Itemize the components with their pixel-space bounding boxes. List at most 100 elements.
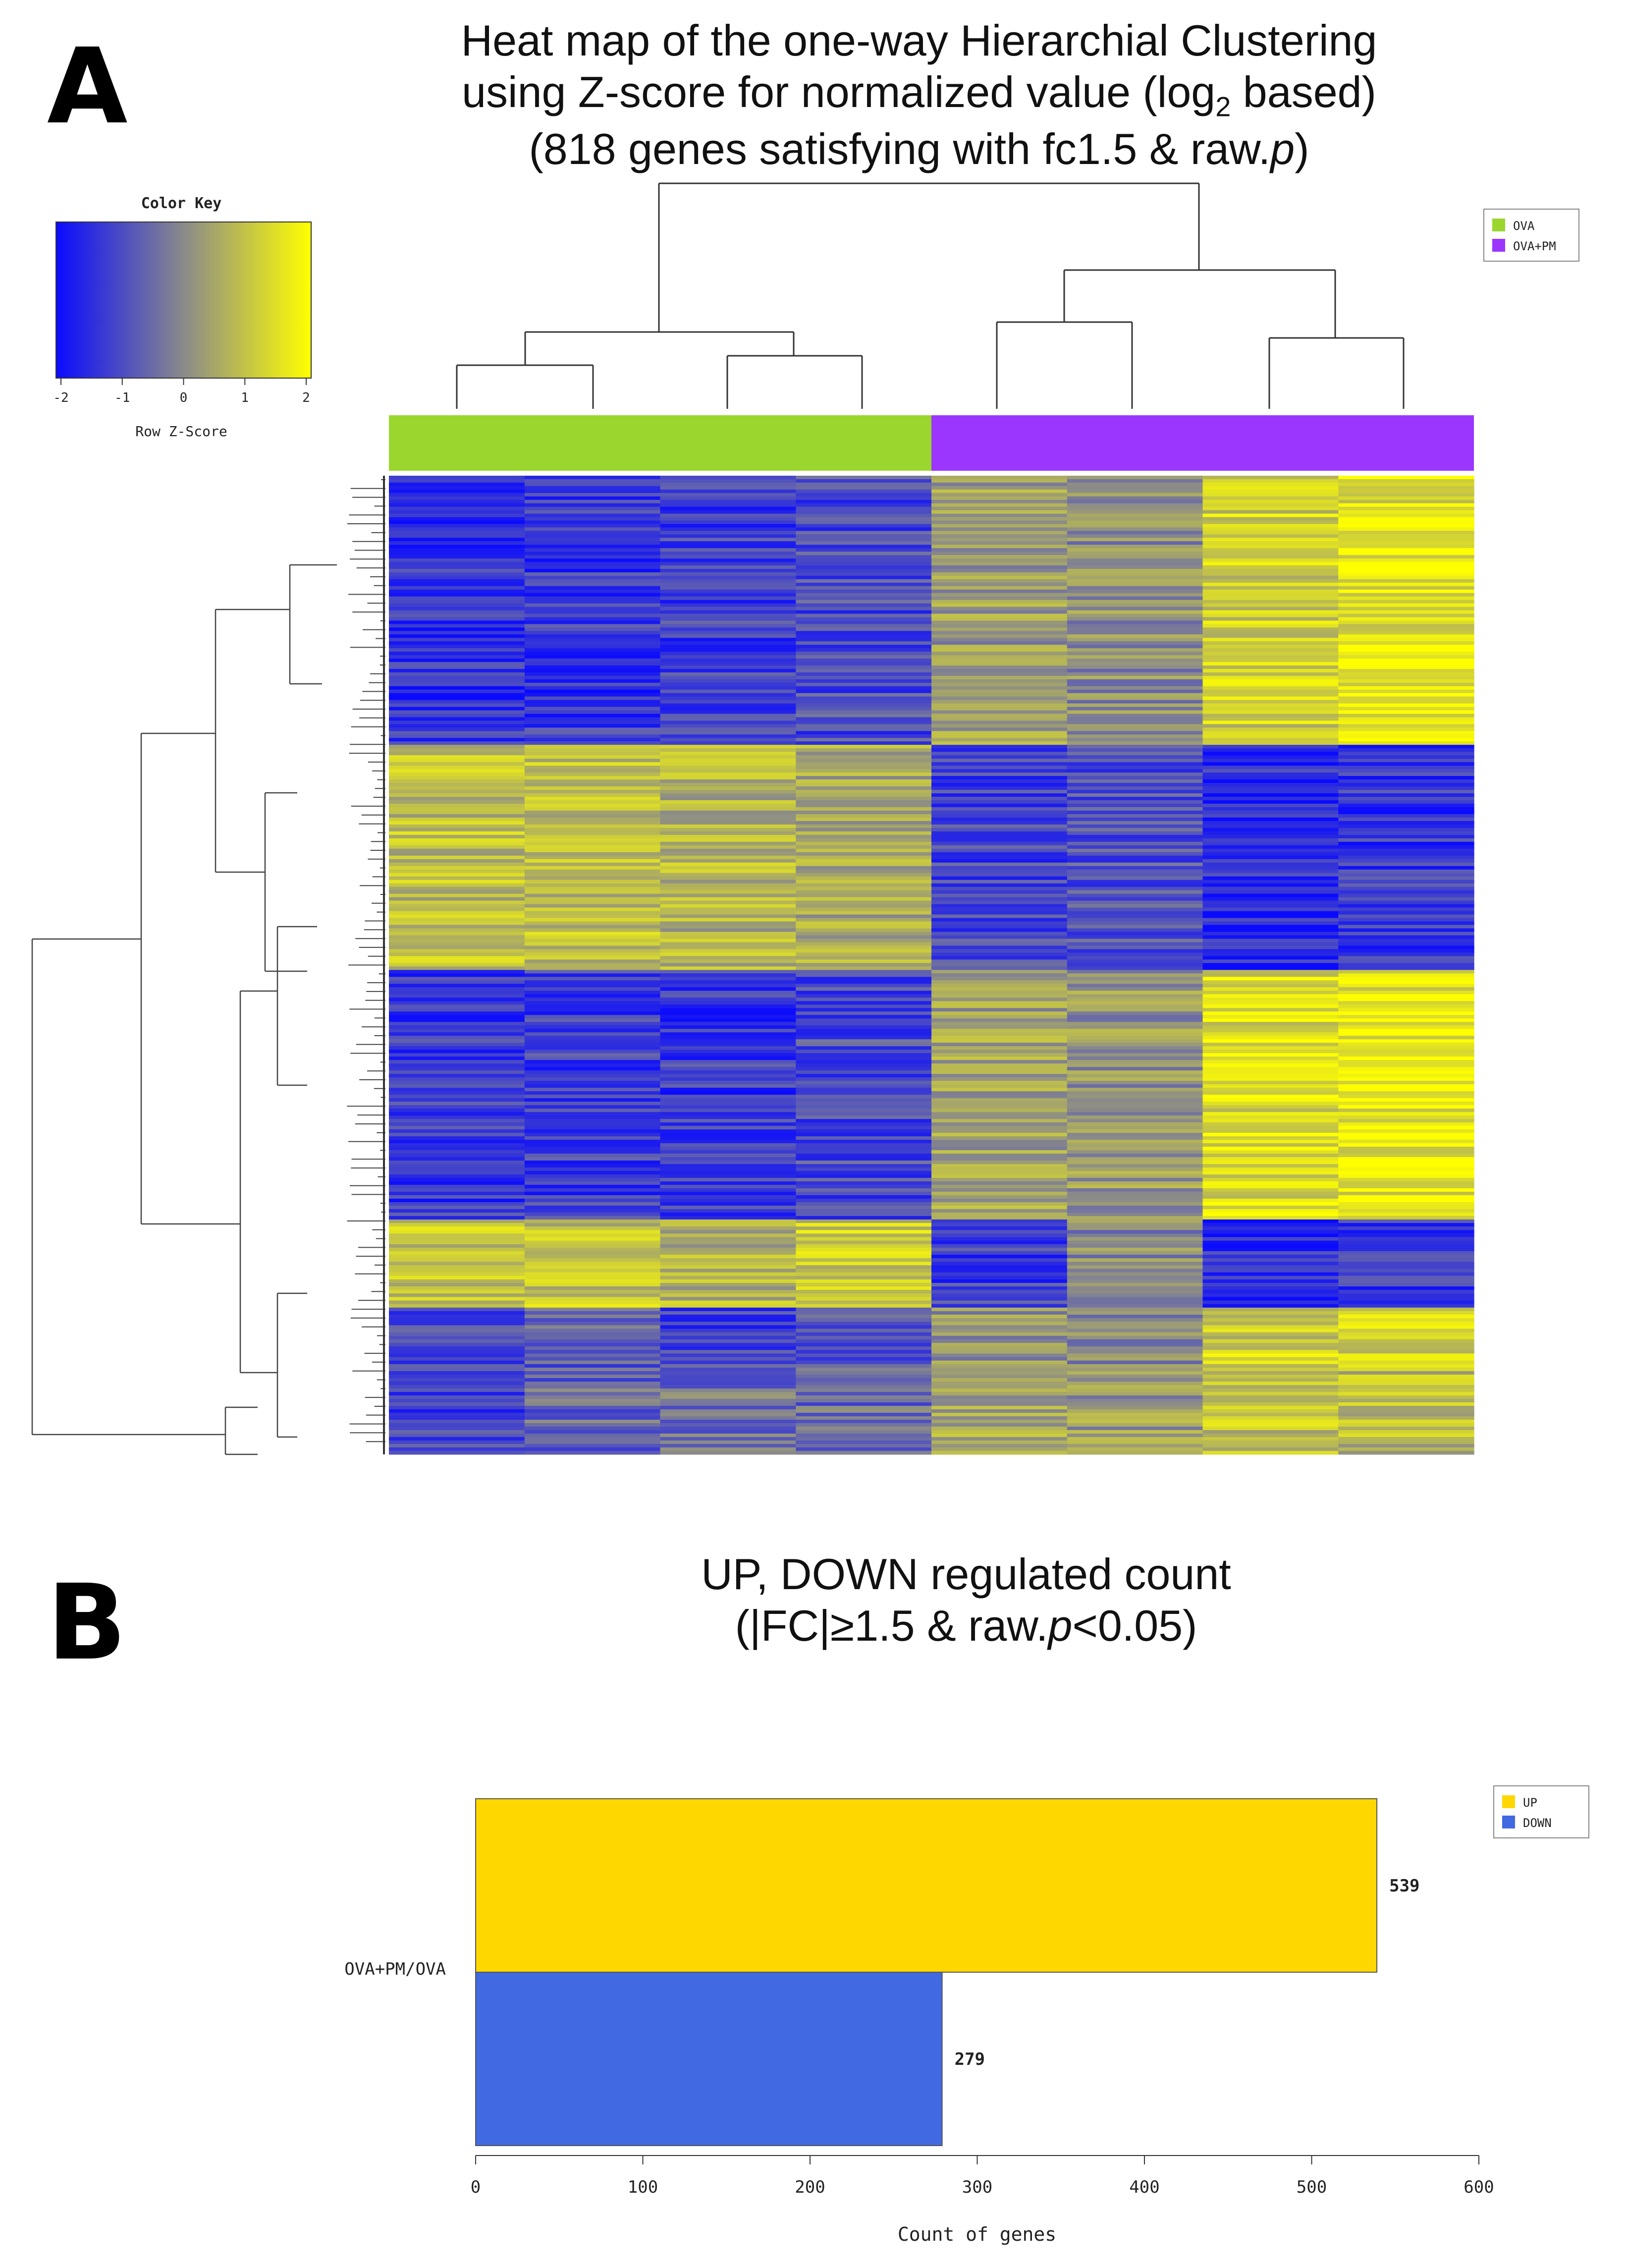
heatmap-cell <box>1202 1185 1339 1189</box>
heatmap-cell <box>1338 1332 1474 1336</box>
heatmap-cell <box>660 897 796 901</box>
heatmap-cell <box>1338 977 1474 981</box>
heatmap-cell <box>1338 569 1474 573</box>
heatmap-cell <box>660 1154 796 1158</box>
heatmap-cell <box>660 1039 796 1043</box>
heatmap-cell <box>1338 814 1474 818</box>
heatmap-cell <box>524 883 661 887</box>
heatmap-cell <box>931 831 1068 835</box>
heatmap-cell <box>1067 524 1203 528</box>
heatmap-cell <box>660 638 796 642</box>
heatmap-cell <box>524 582 661 587</box>
heatmap-cell <box>931 1360 1068 1365</box>
heatmap-cell <box>1338 538 1474 542</box>
heatmap-cell <box>931 959 1068 963</box>
panel-a-letter: A <box>47 26 128 147</box>
heatmap-cell <box>1338 907 1474 912</box>
heatmap-cell <box>1338 1063 1474 1067</box>
heatmap-cell <box>1202 980 1339 984</box>
heatmap-cell <box>931 1223 1068 1227</box>
heatmap-cell <box>796 1178 932 1182</box>
heatmap-cell <box>660 648 796 652</box>
heatmap-cell <box>1338 911 1474 915</box>
heatmap-cell <box>931 852 1068 856</box>
heatmap-cell <box>1202 645 1339 649</box>
heatmap-cell <box>1202 1451 1339 1455</box>
heatmap-cell <box>931 1339 1068 1343</box>
heatmap-cell <box>389 1279 525 1283</box>
heatmap-cell <box>1067 821 1203 825</box>
heatmap-cell <box>389 489 525 494</box>
heatmap-cell <box>1202 482 1339 487</box>
heatmap-cell <box>796 1150 932 1154</box>
heatmap-cell <box>389 524 525 528</box>
heatmap-cell <box>1338 783 1474 787</box>
heatmap-cell <box>389 572 525 576</box>
heatmap-cell <box>1338 714 1474 718</box>
heatmap-cell <box>796 1077 932 1081</box>
heatmap-cell <box>1338 1318 1474 1322</box>
heatmap-cell <box>796 1325 932 1329</box>
heatmap-cell <box>931 883 1068 887</box>
heatmap-cell <box>796 1343 932 1347</box>
heatmap-cell <box>660 918 796 922</box>
heatmap-cell <box>796 873 932 877</box>
heatmap-cell <box>524 520 661 525</box>
heatmap-cell <box>524 579 661 583</box>
heatmap-cell <box>524 493 661 497</box>
heatmap-cell <box>389 541 525 545</box>
heatmap-cell <box>389 914 525 919</box>
heatmap-cell <box>796 1402 932 1406</box>
heatmap-cell <box>389 527 525 531</box>
heatmap-cell <box>1067 641 1203 645</box>
heatmap-cell <box>660 1230 796 1234</box>
heatmap-cell <box>524 1181 661 1185</box>
heatmap-cell <box>524 1213 661 1217</box>
heatmap-cell <box>1338 1226 1474 1230</box>
heatmap-cell <box>796 679 932 683</box>
heatmap-cell <box>389 821 525 825</box>
heatmap-cell <box>524 966 661 970</box>
heatmap-cell <box>796 1353 932 1358</box>
heatmap-cell <box>389 659 525 663</box>
heatmap-cell <box>524 1434 661 1438</box>
heatmap-cell <box>1338 662 1474 666</box>
heatmap-cell <box>1202 1011 1339 1015</box>
heatmap-cell <box>1202 620 1339 625</box>
heatmap-cell <box>931 762 1068 766</box>
heatmap-cell <box>1338 586 1474 590</box>
heatmap-cell <box>524 834 661 839</box>
heatmap-cell <box>796 1247 932 1252</box>
heatmap-cell <box>1338 1213 1474 1217</box>
heatmap-cells <box>389 476 1474 1455</box>
heatmap-cell <box>931 994 1068 998</box>
heatmap-cell <box>796 769 932 773</box>
heatmap-cell <box>796 1230 932 1234</box>
heatmap-cell <box>1202 928 1339 933</box>
heatmap-cell <box>931 1399 1068 1403</box>
heatmap-cell <box>1067 1371 1203 1375</box>
heatmap-cell <box>796 1395 932 1399</box>
heatmap-cell <box>1067 613 1203 618</box>
heatmap-cell <box>389 752 525 756</box>
heatmap-cell <box>524 1360 661 1365</box>
heatmap-cell <box>1067 866 1203 870</box>
heatmap-cell <box>1202 977 1339 981</box>
heatmap-cell <box>1202 1368 1339 1372</box>
heatmap-cell <box>796 562 932 566</box>
heatmap-cell <box>931 1140 1068 1144</box>
heatmap-cell <box>524 759 661 763</box>
heatmap-cell <box>524 1269 661 1273</box>
heatmap-cell <box>524 745 661 749</box>
heatmap-cell <box>524 897 661 901</box>
heatmap-cell <box>389 987 525 991</box>
heatmap-cell <box>1202 1311 1339 1315</box>
heatmap-cell <box>1338 876 1474 881</box>
heatmap-cell <box>1067 970 1203 974</box>
heatmap-cell <box>931 1213 1068 1217</box>
heatmap-cell <box>931 1112 1068 1116</box>
heatmap-cell <box>1067 1368 1203 1372</box>
heatmap-cell <box>389 1423 525 1427</box>
heatmap-cell <box>389 482 525 487</box>
heatmap-cell <box>389 1216 525 1220</box>
